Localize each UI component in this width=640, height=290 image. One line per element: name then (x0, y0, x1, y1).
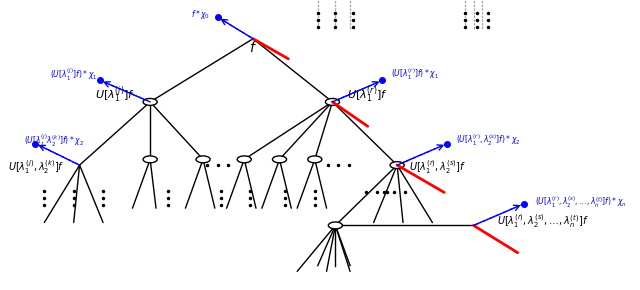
Circle shape (196, 156, 210, 163)
Circle shape (143, 99, 157, 105)
Circle shape (143, 156, 157, 163)
Text: $(U[\lambda_1^{(r)},\lambda_2^{(s)},\ldots,\lambda_n^{(t)}]f) * \chi_n$: $(U[\lambda_1^{(r)},\lambda_2^{(s)},\ldo… (535, 195, 627, 210)
Text: $f$: $f$ (249, 40, 257, 55)
Circle shape (390, 162, 404, 168)
Circle shape (237, 156, 252, 163)
Circle shape (273, 156, 287, 163)
Text: $U[\lambda_1^{(r)},\lambda_2^{(s)},\ldots,\lambda_n^{(t)}]f$: $U[\lambda_1^{(r)},\lambda_2^{(s)},\ldot… (497, 212, 589, 230)
Text: $(U[\lambda_1^{(j)}\lambda_2^{(k)}]f) * \chi_2$: $(U[\lambda_1^{(j)}\lambda_2^{(k)}]f) * … (24, 133, 84, 149)
Text: $f * \chi_0$: $f * \chi_0$ (191, 8, 210, 21)
Text: $(U[\lambda_1^{(r)},\lambda_2^{(s)}]f) * \chi_2$: $(U[\lambda_1^{(r)},\lambda_2^{(s)}]f) *… (456, 133, 520, 148)
Text: $U[\lambda_1^{(j)}]f$: $U[\lambda_1^{(j)}]f$ (95, 84, 136, 105)
Text: $(U[\lambda_1^{(r)}]f) * \chi_1$: $(U[\lambda_1^{(r)}]f) * \chi_1$ (390, 67, 439, 82)
Circle shape (308, 156, 322, 163)
Circle shape (328, 222, 342, 229)
Text: $(U[\lambda_1^{(j)}]f) * \chi_1$: $(U[\lambda_1^{(j)}]f) * \chi_1$ (50, 66, 97, 83)
Circle shape (325, 99, 339, 105)
Text: $U[\lambda_1^{(r)}]f$: $U[\lambda_1^{(r)}]f$ (347, 84, 388, 105)
Text: $U[\lambda_1^{(j)},\lambda_2^{(k)}]f$: $U[\lambda_1^{(j)},\lambda_2^{(k)}]f$ (8, 158, 65, 176)
Text: $U[\lambda_1^{(r)},\lambda_2^{(s)}]f$: $U[\lambda_1^{(r)},\lambda_2^{(s)}]f$ (409, 158, 466, 176)
